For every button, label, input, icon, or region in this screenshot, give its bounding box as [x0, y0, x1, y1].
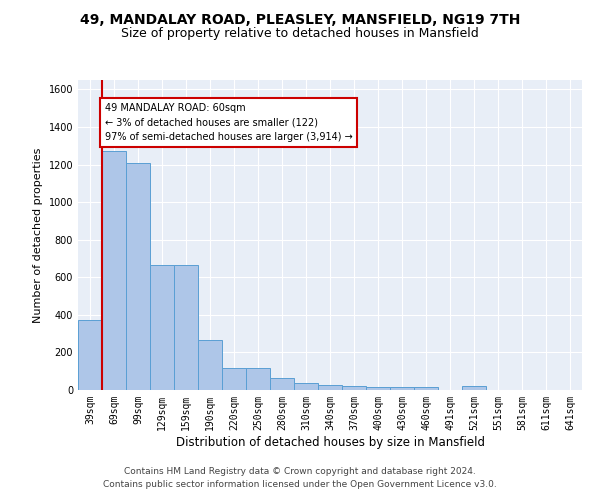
Bar	[390, 387, 414, 390]
Bar	[174, 265, 198, 390]
Text: Contains public sector information licensed under the Open Government Licence v3: Contains public sector information licen…	[103, 480, 497, 489]
Text: Contains HM Land Registry data © Crown copyright and database right 2024.: Contains HM Land Registry data © Crown c…	[124, 467, 476, 476]
Bar	[126, 162, 150, 390]
Bar	[366, 387, 390, 390]
Bar	[342, 386, 366, 390]
Bar	[270, 378, 294, 390]
Bar	[462, 386, 486, 390]
X-axis label: Distribution of detached houses by size in Mansfield: Distribution of detached houses by size …	[176, 436, 485, 448]
Y-axis label: Number of detached properties: Number of detached properties	[33, 148, 43, 322]
Bar	[414, 387, 438, 390]
Bar	[102, 152, 126, 390]
Bar	[78, 320, 102, 390]
Bar	[150, 265, 174, 390]
Bar	[198, 340, 222, 390]
Text: 49 MANDALAY ROAD: 60sqm
← 3% of detached houses are smaller (122)
97% of semi-de: 49 MANDALAY ROAD: 60sqm ← 3% of detached…	[105, 102, 353, 142]
Bar	[222, 368, 246, 390]
Bar	[318, 386, 342, 390]
Bar	[294, 384, 318, 390]
Bar	[246, 368, 270, 390]
Text: Size of property relative to detached houses in Mansfield: Size of property relative to detached ho…	[121, 28, 479, 40]
Text: 49, MANDALAY ROAD, PLEASLEY, MANSFIELD, NG19 7TH: 49, MANDALAY ROAD, PLEASLEY, MANSFIELD, …	[80, 12, 520, 26]
